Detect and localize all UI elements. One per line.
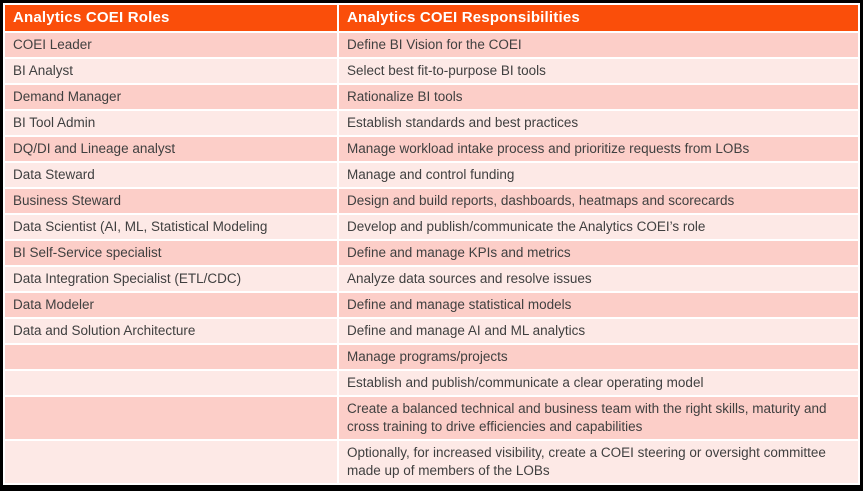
responsibility-cell: Design and build reports, dashboards, he… bbox=[339, 189, 858, 213]
responsibility-cell: Establish standards and best practices bbox=[339, 111, 858, 135]
role-cell: Demand Manager bbox=[5, 85, 337, 109]
table-row: Data and Solution Architecture Define an… bbox=[5, 319, 858, 343]
column-header-responsibilities: Analytics COEI Responsibilities bbox=[339, 5, 858, 31]
role-cell: Data Integration Specialist (ETL/CDC) bbox=[5, 267, 337, 291]
role-cell: COEI Leader bbox=[5, 33, 337, 57]
role-cell: BI Self-Service specialist bbox=[5, 241, 337, 265]
responsibility-cell: Define and manage statistical models bbox=[339, 293, 858, 317]
table-row: Create a balanced technical and business… bbox=[5, 397, 858, 439]
column-header-roles: Analytics COEI Roles bbox=[5, 5, 337, 31]
table-row: COEI Leader Define BI Vision for the COE… bbox=[5, 33, 858, 57]
table-row: Data Integration Specialist (ETL/CDC) An… bbox=[5, 267, 858, 291]
responsibility-cell: Define BI Vision for the COEI bbox=[339, 33, 858, 57]
responsibility-cell: Create a balanced technical and business… bbox=[339, 397, 858, 439]
role-cell: Data Steward bbox=[5, 163, 337, 187]
responsibility-cell: Define and manage KPIs and metrics bbox=[339, 241, 858, 265]
table-row: Manage programs/projects bbox=[5, 345, 858, 369]
table-row: BI Tool Admin Establish standards and be… bbox=[5, 111, 858, 135]
role-cell bbox=[5, 397, 337, 439]
role-cell: BI Tool Admin bbox=[5, 111, 337, 135]
table-row: Demand Manager Rationalize BI tools bbox=[5, 85, 858, 109]
responsibility-cell: Optionally, for increased visibility, cr… bbox=[339, 441, 858, 483]
responsibility-cell: Define and manage AI and ML analytics bbox=[339, 319, 858, 343]
table-body: COEI Leader Define BI Vision for the COE… bbox=[5, 33, 858, 483]
table-row: BI Self-Service specialist Define and ma… bbox=[5, 241, 858, 265]
responsibility-cell: Manage workload intake process and prior… bbox=[339, 137, 858, 161]
responsibility-cell: Develop and publish/communicate the Anal… bbox=[339, 215, 858, 239]
role-cell bbox=[5, 441, 337, 483]
responsibility-cell: Manage programs/projects bbox=[339, 345, 858, 369]
role-cell bbox=[5, 345, 337, 369]
table-header-row: Analytics COEI Roles Analytics COEI Resp… bbox=[5, 5, 858, 31]
table-row: Data Steward Manage and control funding bbox=[5, 163, 858, 187]
table-row: Optionally, for increased visibility, cr… bbox=[5, 441, 858, 483]
role-cell: Business Steward bbox=[5, 189, 337, 213]
role-cell bbox=[5, 371, 337, 395]
responsibility-cell: Establish and publish/communicate a clea… bbox=[339, 371, 858, 395]
role-cell: Data Scientist (AI, ML, Statistical Mode… bbox=[5, 215, 337, 239]
role-cell: Data and Solution Architecture bbox=[5, 319, 337, 343]
responsibility-cell: Manage and control funding bbox=[339, 163, 858, 187]
table-row: Business Steward Design and build report… bbox=[5, 189, 858, 213]
responsibility-cell: Rationalize BI tools bbox=[339, 85, 858, 109]
table-row: Establish and publish/communicate a clea… bbox=[5, 371, 858, 395]
responsibility-cell: Analyze data sources and resolve issues bbox=[339, 267, 858, 291]
responsibility-cell: Select best fit-to-purpose BI tools bbox=[339, 59, 858, 83]
table-row: DQ/DI and Lineage analyst Manage workloa… bbox=[5, 137, 858, 161]
role-cell: DQ/DI and Lineage analyst bbox=[5, 137, 337, 161]
role-cell: Data Modeler bbox=[5, 293, 337, 317]
role-cell: BI Analyst bbox=[5, 59, 337, 83]
table-row: BI Analyst Select best fit-to-purpose BI… bbox=[5, 59, 858, 83]
table-row: Data Modeler Define and manage statistic… bbox=[5, 293, 858, 317]
table-row: Data Scientist (AI, ML, Statistical Mode… bbox=[5, 215, 858, 239]
coei-roles-responsibilities-table: Analytics COEI Roles Analytics COEI Resp… bbox=[3, 3, 860, 485]
